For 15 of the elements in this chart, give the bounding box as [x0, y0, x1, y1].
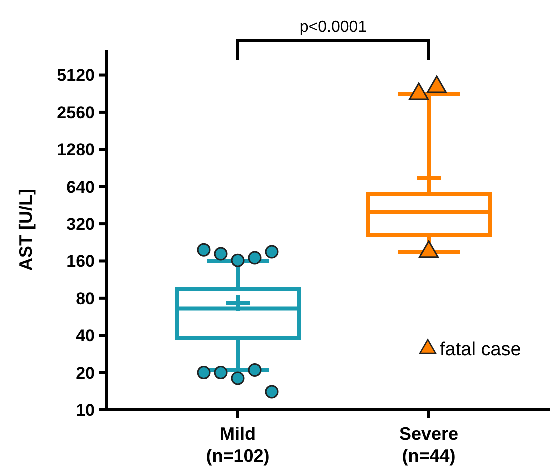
y-tick-label: 640: [66, 178, 95, 197]
y-tick-label: 320: [66, 214, 95, 234]
y-tick-label: 5120: [57, 66, 95, 86]
y-tick-label: 1280: [57, 140, 95, 160]
y-tick-label: 10: [76, 400, 95, 420]
y-tick-label: 160: [66, 252, 95, 272]
y-tick-label: 80: [76, 289, 95, 308]
y-axis-title: AST [U/L]: [16, 189, 36, 271]
text: p<0.0001: [300, 19, 368, 36]
y-tick-label: 20: [76, 364, 95, 383]
x-tick-label: Mild (n=102): [206, 424, 270, 466]
x-tick-label: Severe (n=44): [399, 424, 459, 466]
legend-label: fatal case: [440, 340, 522, 361]
y-tick-label: 40: [76, 326, 95, 346]
y-tick-label: 2560: [57, 103, 95, 122]
